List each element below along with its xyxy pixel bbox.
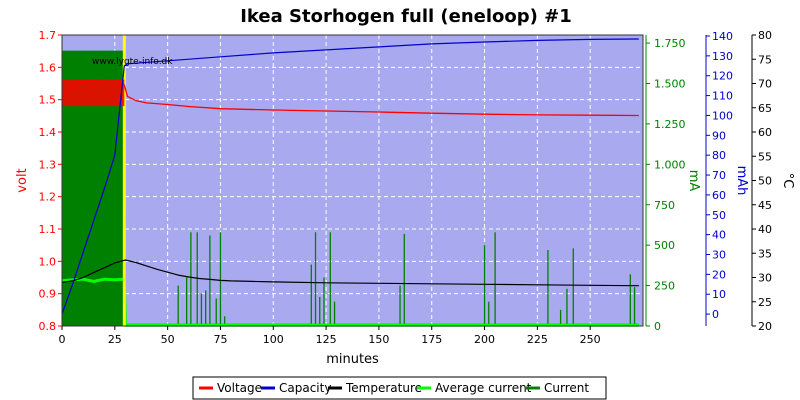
x-tick-label: 50 bbox=[161, 333, 175, 346]
capacity-tick-label: 80 bbox=[712, 149, 726, 162]
x-axis-label: minutes bbox=[326, 352, 379, 367]
voltage-tick-label: 1.4 bbox=[39, 126, 57, 139]
capacity-tick-label: 10 bbox=[712, 288, 726, 301]
legend-label: Temperature bbox=[345, 381, 422, 395]
temperature-tick-label: 35 bbox=[758, 247, 772, 260]
capacity-tick-label: 70 bbox=[712, 169, 726, 182]
current-tick-label: 0 bbox=[654, 320, 661, 333]
capacity-tick-label: 140 bbox=[712, 30, 733, 43]
temperature-tick-label: 80 bbox=[758, 29, 772, 42]
voltage-tick-label: 1.7 bbox=[39, 29, 57, 42]
temperature-tick-label: 55 bbox=[758, 150, 772, 163]
temperature-tick-label: 45 bbox=[758, 199, 772, 212]
legend-label: Voltage bbox=[217, 381, 262, 395]
current-tick-label: 1.000 bbox=[654, 158, 686, 171]
temperature-tick-label: 25 bbox=[758, 296, 772, 309]
x-tick-label: 25 bbox=[108, 333, 122, 346]
current-tick-label: 750 bbox=[654, 199, 675, 212]
temperature-tick-label: 75 bbox=[758, 53, 772, 66]
voltage-noise-band bbox=[62, 79, 125, 107]
temperature-tick-label: 70 bbox=[758, 78, 772, 91]
voltage-tick-label: 1.5 bbox=[39, 94, 57, 107]
current-axis-label: mA bbox=[686, 170, 701, 192]
x-tick-label: 225 bbox=[527, 333, 548, 346]
x-tick-label: 250 bbox=[580, 333, 601, 346]
voltage-axis-label: volt bbox=[15, 168, 30, 192]
capacity-line bbox=[61, 38, 639, 315]
temperature-tick-label: 60 bbox=[758, 126, 772, 139]
x-tick-label: 75 bbox=[213, 333, 227, 346]
capacity-tick-label: 40 bbox=[712, 229, 726, 242]
current-tick-label: 1.750 bbox=[654, 37, 686, 50]
temperature-line bbox=[61, 259, 639, 287]
current-tick-label: 1.500 bbox=[654, 78, 686, 91]
current-tick-label: 1.250 bbox=[654, 118, 686, 131]
legend-box bbox=[192, 376, 607, 400]
capacity-tick-label: 60 bbox=[712, 189, 726, 202]
x-tick-label: 0 bbox=[59, 333, 66, 346]
capacity-tick-label: 0 bbox=[712, 308, 719, 321]
temperature-tick-label: 40 bbox=[758, 223, 772, 236]
x-tick-label: 200 bbox=[474, 333, 495, 346]
capacity-tick-label: 120 bbox=[712, 70, 733, 83]
temperature-tick-label: 20 bbox=[758, 320, 772, 333]
current-tick-label: 500 bbox=[654, 239, 675, 252]
legend-label: Capacity bbox=[279, 381, 331, 395]
current-tick-label: 250 bbox=[654, 280, 675, 293]
plot-background bbox=[62, 35, 643, 326]
capacity-tick-label: 100 bbox=[712, 109, 733, 122]
x-tick-label: 175 bbox=[421, 333, 442, 346]
x-tick-label: 100 bbox=[263, 333, 284, 346]
voltage-tick-label: 1.2 bbox=[39, 191, 57, 204]
voltage-tick-label: 1.1 bbox=[39, 223, 57, 236]
capacity-axis-label: mAh bbox=[734, 166, 749, 196]
temperature-tick-label: 50 bbox=[758, 175, 772, 188]
voltage-tick-label: 0.8 bbox=[39, 320, 57, 333]
voltage-tick-label: 1.0 bbox=[39, 255, 57, 268]
voltage-tick-label: 1.3 bbox=[39, 158, 57, 171]
temperature-axis-label: °C bbox=[780, 173, 795, 189]
capacity-tick-label: 90 bbox=[712, 129, 726, 142]
capacity-tick-label: 110 bbox=[712, 90, 733, 103]
capacity-tick-label: 50 bbox=[712, 209, 726, 222]
temperature-tick-label: 30 bbox=[758, 272, 772, 285]
x-tick-label: 150 bbox=[368, 333, 389, 346]
chart-title: Ikea Storhogen full (eneloop) #1 bbox=[240, 6, 572, 27]
voltage-tick-label: 1.6 bbox=[39, 61, 57, 74]
voltage-tick-label: 0.9 bbox=[39, 288, 57, 301]
temperature-tick-label: 65 bbox=[758, 102, 772, 115]
legend-label: Average current bbox=[435, 381, 532, 395]
capacity-tick-label: 20 bbox=[712, 268, 726, 281]
capacity-tick-label: 30 bbox=[712, 248, 726, 261]
x-tick-label: 125 bbox=[316, 333, 337, 346]
legend-label: Current bbox=[544, 381, 589, 395]
capacity-tick-label: 130 bbox=[712, 50, 733, 63]
plot-frame bbox=[61, 34, 644, 327]
watermark-text: www.lygte-info.dk bbox=[92, 57, 173, 67]
